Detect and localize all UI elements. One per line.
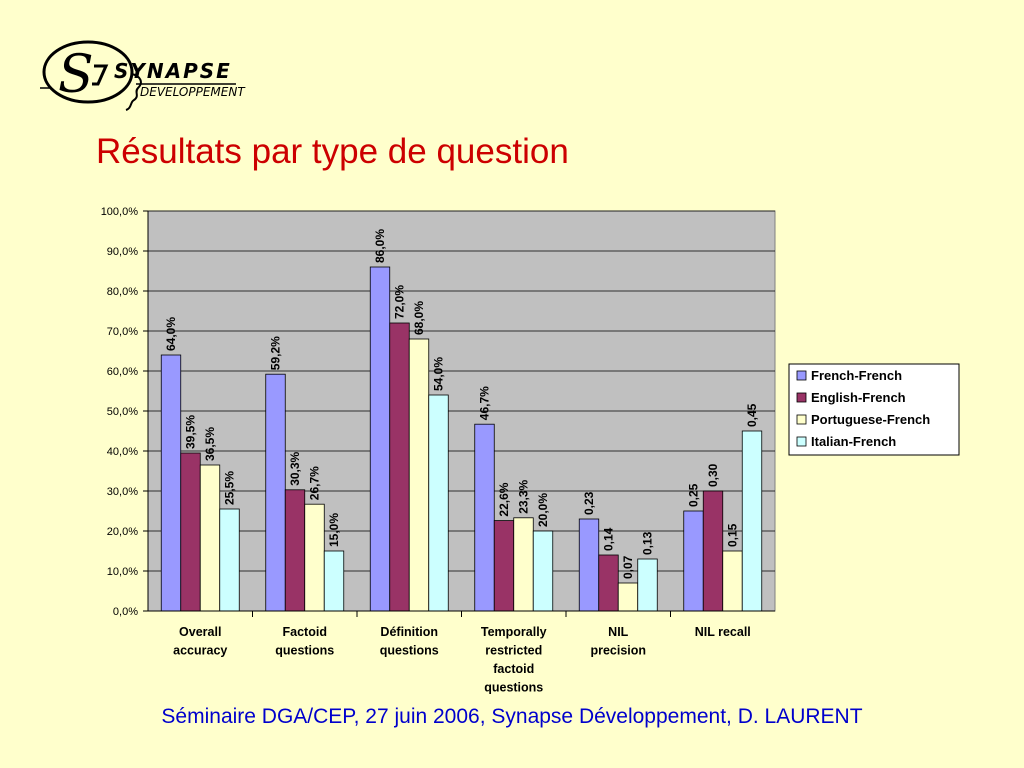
bar-english-french	[702, 490, 724, 612]
bar-french-french	[265, 373, 286, 612]
bar-portuguese-french	[513, 517, 534, 612]
data-label: 64,0%	[164, 317, 178, 351]
synapse-logo: S SYNAPSE DEVELOPPEMENT	[40, 40, 246, 111]
legend-label: English-French	[811, 390, 906, 405]
x-category-label: questions	[380, 644, 439, 658]
y-tick-label: 0,0%	[113, 606, 138, 618]
y-tick-label: 10,0%	[107, 566, 138, 578]
data-label: 0,23	[582, 491, 596, 515]
bar-italian-french	[428, 394, 449, 612]
x-category-label: NIL recall	[695, 625, 751, 639]
bar-italian-french	[532, 530, 554, 612]
data-label: 39,5%	[184, 415, 198, 449]
y-tick-label: 50,0%	[107, 406, 138, 418]
bars	[160, 266, 763, 612]
data-label: 26,7%	[308, 466, 322, 500]
x-category-label: accuracy	[173, 644, 227, 658]
data-label: 86,0%	[373, 229, 387, 263]
data-label: 0,15	[726, 523, 740, 547]
x-category-label: precision	[590, 644, 646, 658]
y-tick-label: 20,0%	[107, 526, 138, 538]
bar-english-french	[180, 452, 201, 612]
bar-french-french	[369, 266, 391, 612]
legend-swatch	[796, 436, 807, 447]
legend-box	[788, 363, 960, 456]
y-tick-label: 40,0%	[107, 446, 138, 458]
data-label: 0,25	[687, 483, 701, 507]
legend-swatch	[796, 392, 807, 403]
data-label: 0,07	[621, 555, 635, 579]
data-labels: 64,0% 39,5% 36,5% 25,5% 59,2% 30,3% 26,7% 15,0%…	[164, 229, 759, 579]
data-label: 72,0%	[393, 285, 407, 319]
y-tick-label: 30,0%	[107, 486, 138, 498]
legend-label: Italian-French	[811, 434, 896, 449]
x-category-label: NIL	[608, 625, 629, 639]
legend-swatch	[796, 414, 807, 425]
data-label: 22,6%	[497, 482, 511, 516]
data-label: 59,2%	[269, 336, 283, 370]
axes: 0,0% 10,0% 20,0% 30,0% 40,0% 50,0% 60,0% 70,0% 8…	[101, 206, 775, 695]
x-category-label: Temporally	[481, 625, 547, 639]
bar-portuguese-french	[617, 582, 639, 612]
x-category-label: restricted	[485, 644, 542, 658]
y-tick-label: 90,0%	[107, 246, 138, 258]
y-tick-label: 70,0%	[107, 326, 138, 338]
x-category-label: Overall	[179, 625, 221, 639]
gridlines	[148, 210, 775, 572]
bar-portuguese-french	[408, 338, 430, 612]
x-category-label: Définition	[380, 625, 438, 639]
x-category-label: factoid	[493, 662, 534, 676]
data-label: 15,0%	[327, 513, 341, 547]
bar-portuguese-french	[304, 503, 325, 612]
bar-french-french	[578, 518, 600, 612]
bar-french-french	[683, 510, 704, 612]
legend: French-French English-French Portuguese-Fr…	[788, 363, 960, 456]
data-label: 0,13	[641, 531, 655, 555]
x-category-label: questions	[484, 681, 543, 695]
data-label: 23,3%	[517, 479, 531, 513]
x-category-label: Factoid	[283, 625, 327, 639]
x-category-label: questions	[275, 644, 334, 658]
data-label: 25,5%	[223, 471, 237, 505]
bar-portuguese-french	[722, 550, 743, 612]
bar-italian-french	[219, 508, 240, 612]
slide-title: Résultats par type de question	[96, 132, 569, 171]
legend-swatch	[796, 370, 807, 381]
slide-footer: Séminaire DGA/CEP, 27 juin 2006, Synapse…	[161, 705, 863, 728]
data-label: 30,3%	[288, 451, 302, 485]
y-tick-label: 80,0%	[107, 286, 138, 298]
data-label: 0,45	[745, 403, 759, 427]
data-label: 46,7%	[478, 386, 492, 420]
legend-label: Portuguese-French	[811, 412, 930, 427]
data-label: 0,14	[602, 527, 616, 551]
y-tick-label: 60,0%	[107, 366, 138, 378]
data-label: 54,0%	[432, 357, 446, 391]
bar-french-french	[474, 423, 495, 612]
data-label: 68,0%	[412, 301, 426, 335]
bar-english-french	[389, 322, 410, 612]
svg-text:DEVELOPPEMENT: DEVELOPPEMENT	[140, 85, 246, 99]
bar-french-french	[160, 354, 182, 612]
bar-italian-french	[323, 550, 345, 612]
svg-text:S: S	[58, 45, 94, 105]
data-label: 20,0%	[536, 493, 550, 527]
svg-text:SYNAPSE: SYNAPSE	[114, 59, 232, 83]
bar-english-french	[284, 489, 306, 612]
data-label: 0,30	[706, 463, 720, 487]
bar-italian-french	[741, 430, 763, 612]
y-tick-label: 100,0%	[101, 206, 139, 218]
bar-english-french	[598, 554, 619, 612]
legend-label: French-French	[811, 368, 902, 383]
bar-portuguese-french	[199, 464, 221, 612]
bar-english-french	[493, 520, 515, 612]
data-label: 36,5%	[203, 427, 217, 461]
bar-italian-french	[637, 558, 658, 612]
